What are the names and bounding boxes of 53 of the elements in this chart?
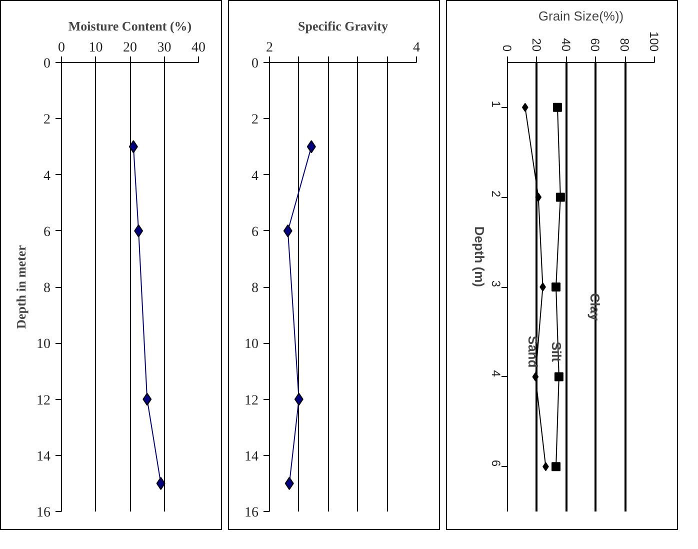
y-tick-label: 3 (489, 280, 503, 288)
y-tick-label: 14 (36, 449, 50, 464)
y-tick-label: 8 (252, 281, 258, 296)
y-tick-label: 0 (252, 56, 258, 72)
y-tick-label: 0 (44, 56, 50, 72)
y-tick-label: 12 (244, 393, 258, 408)
y-tick-label: 16 (244, 506, 258, 520)
chart-title: Moisture Content (%) (68, 18, 192, 34)
y-tick-label: 4 (252, 168, 258, 184)
point (552, 102, 562, 112)
point (540, 282, 546, 292)
y-axis-title: Depth in meter (14, 244, 28, 329)
chart-title: Specific Gravity (298, 18, 388, 34)
y-tick-label: 6 (252, 224, 258, 240)
y-axis-title: Depth (m) (472, 226, 487, 288)
y-tick-label: 10 (244, 337, 258, 352)
point (552, 462, 561, 472)
x-tick-label: 80 (618, 38, 632, 52)
point (554, 372, 564, 382)
point (556, 192, 565, 202)
x-tick-label: 0 (58, 40, 65, 56)
x-tick-label: 0 (500, 44, 514, 52)
y-tick-label: 6 (44, 224, 50, 240)
y-tick-label: 12 (36, 393, 50, 408)
point (522, 102, 528, 112)
y-tick-label: 2 (252, 112, 258, 128)
x-tick-label: 100 (647, 31, 661, 52)
annotation: Clay (588, 293, 602, 322)
point (552, 282, 561, 292)
y-tick-label: 2 (489, 190, 503, 198)
y-tick-label: 8 (44, 281, 50, 296)
y-tick-label: 6 (489, 460, 503, 467)
x-tick-label: 40 (558, 38, 573, 52)
text: Silt (548, 342, 564, 363)
y-tick-label: 16 (36, 506, 50, 520)
x-tick-label: 20 (529, 38, 544, 52)
y-tick-label: 2 (44, 112, 50, 128)
x-tick-label: 20 (123, 40, 137, 56)
y-tick-label: 14 (244, 449, 258, 464)
x-tick-label: 10 (88, 40, 103, 56)
y-tick-label: 10 (36, 337, 50, 352)
point (532, 372, 539, 382)
x-tick-label: 30 (157, 40, 172, 56)
y-tick-label: 4 (489, 370, 503, 378)
y-tick-label: 4 (44, 168, 50, 184)
x-tick-label: 40 (192, 40, 206, 56)
y-tick-label: 1 (489, 100, 503, 108)
x-tick-label: 60 (588, 38, 602, 52)
x-tick-label: 2 (266, 40, 273, 56)
x-tick-label: 4 (413, 40, 420, 56)
chart-title: Grain Size(%)) (538, 8, 624, 24)
text: Sand (525, 336, 540, 368)
point (535, 192, 542, 202)
